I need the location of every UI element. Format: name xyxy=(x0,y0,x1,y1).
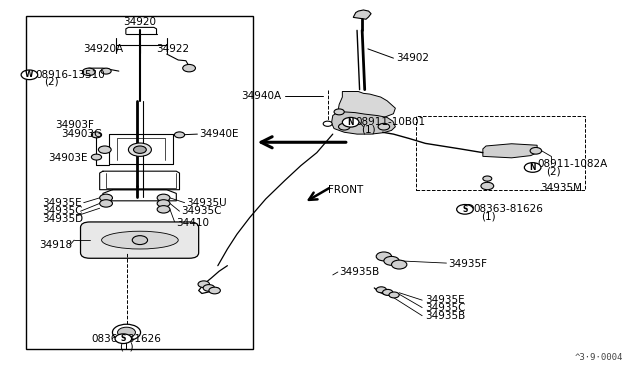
Circle shape xyxy=(203,285,214,291)
Text: (1): (1) xyxy=(362,125,376,135)
Circle shape xyxy=(376,287,387,293)
Polygon shape xyxy=(353,10,371,19)
Text: S: S xyxy=(120,334,126,343)
Text: 08911-10B01: 08911-10B01 xyxy=(355,117,425,127)
Circle shape xyxy=(323,121,332,126)
Text: 34940A: 34940A xyxy=(241,91,282,101)
Text: FRONT: FRONT xyxy=(328,186,363,195)
Text: 08363-81626: 08363-81626 xyxy=(473,204,543,214)
Circle shape xyxy=(92,132,102,138)
Circle shape xyxy=(100,194,113,202)
Text: 34935C: 34935C xyxy=(180,206,221,216)
Text: 34935E: 34935E xyxy=(426,295,465,305)
Ellipse shape xyxy=(102,231,178,249)
Circle shape xyxy=(174,132,184,138)
Text: (1): (1) xyxy=(119,341,134,351)
Text: 34903E: 34903E xyxy=(49,153,88,163)
Circle shape xyxy=(392,260,407,269)
Text: 34903F: 34903F xyxy=(55,120,94,130)
Circle shape xyxy=(129,143,152,156)
Circle shape xyxy=(463,205,473,211)
Text: 34935C: 34935C xyxy=(42,206,83,216)
Text: N: N xyxy=(348,118,354,127)
Polygon shape xyxy=(338,92,396,119)
Circle shape xyxy=(101,68,111,74)
Circle shape xyxy=(378,124,390,130)
Text: (1): (1) xyxy=(481,212,495,222)
Text: 34918: 34918 xyxy=(39,240,72,250)
Text: 34935M: 34935M xyxy=(540,183,582,193)
Polygon shape xyxy=(332,112,396,134)
Polygon shape xyxy=(483,144,537,158)
Text: 34410: 34410 xyxy=(176,218,209,228)
Circle shape xyxy=(157,194,170,202)
Text: 34935B: 34935B xyxy=(426,311,466,321)
Text: 34922: 34922 xyxy=(157,44,189,54)
FancyBboxPatch shape xyxy=(81,222,198,258)
Circle shape xyxy=(118,327,136,337)
Circle shape xyxy=(83,68,95,76)
Circle shape xyxy=(113,324,141,340)
Text: 08363-81626: 08363-81626 xyxy=(92,334,161,344)
Text: 08916-13510: 08916-13510 xyxy=(36,70,106,80)
Circle shape xyxy=(100,200,113,207)
Circle shape xyxy=(334,109,344,115)
Text: 08911-1082A: 08911-1082A xyxy=(537,159,607,169)
Circle shape xyxy=(530,147,541,154)
Text: 34902: 34902 xyxy=(397,53,429,63)
Text: W: W xyxy=(25,70,34,79)
Text: (2): (2) xyxy=(546,166,561,176)
Circle shape xyxy=(481,182,493,190)
Text: 34935E: 34935E xyxy=(42,198,82,208)
Circle shape xyxy=(21,70,38,80)
Circle shape xyxy=(342,118,359,127)
Circle shape xyxy=(209,287,220,294)
Circle shape xyxy=(457,205,473,214)
Circle shape xyxy=(383,289,393,295)
Text: 34920: 34920 xyxy=(124,17,156,27)
Circle shape xyxy=(99,146,111,153)
Text: 34940E: 34940E xyxy=(198,129,238,139)
Circle shape xyxy=(198,281,209,288)
Circle shape xyxy=(389,292,399,298)
Circle shape xyxy=(384,256,399,265)
Text: 34903G: 34903G xyxy=(61,129,102,139)
Text: 34935U: 34935U xyxy=(186,198,227,208)
Text: 34935B: 34935B xyxy=(339,267,380,277)
Circle shape xyxy=(157,200,170,207)
Text: (2): (2) xyxy=(44,77,59,86)
Circle shape xyxy=(339,124,350,130)
Circle shape xyxy=(132,235,148,244)
Bar xyxy=(26,16,253,349)
Circle shape xyxy=(483,176,492,181)
Circle shape xyxy=(524,163,541,172)
Circle shape xyxy=(376,252,392,261)
Text: 34935C: 34935C xyxy=(426,302,466,312)
Circle shape xyxy=(115,334,132,343)
Text: 34935F: 34935F xyxy=(448,259,487,269)
Text: 34920A: 34920A xyxy=(83,44,123,54)
Text: N: N xyxy=(529,163,536,172)
Circle shape xyxy=(182,64,195,72)
Text: ^3⋅9⋅0004: ^3⋅9⋅0004 xyxy=(575,353,623,362)
Text: 34935D: 34935D xyxy=(42,214,83,224)
Circle shape xyxy=(134,146,147,153)
Circle shape xyxy=(157,206,170,213)
Text: S: S xyxy=(462,205,468,214)
Circle shape xyxy=(92,154,102,160)
